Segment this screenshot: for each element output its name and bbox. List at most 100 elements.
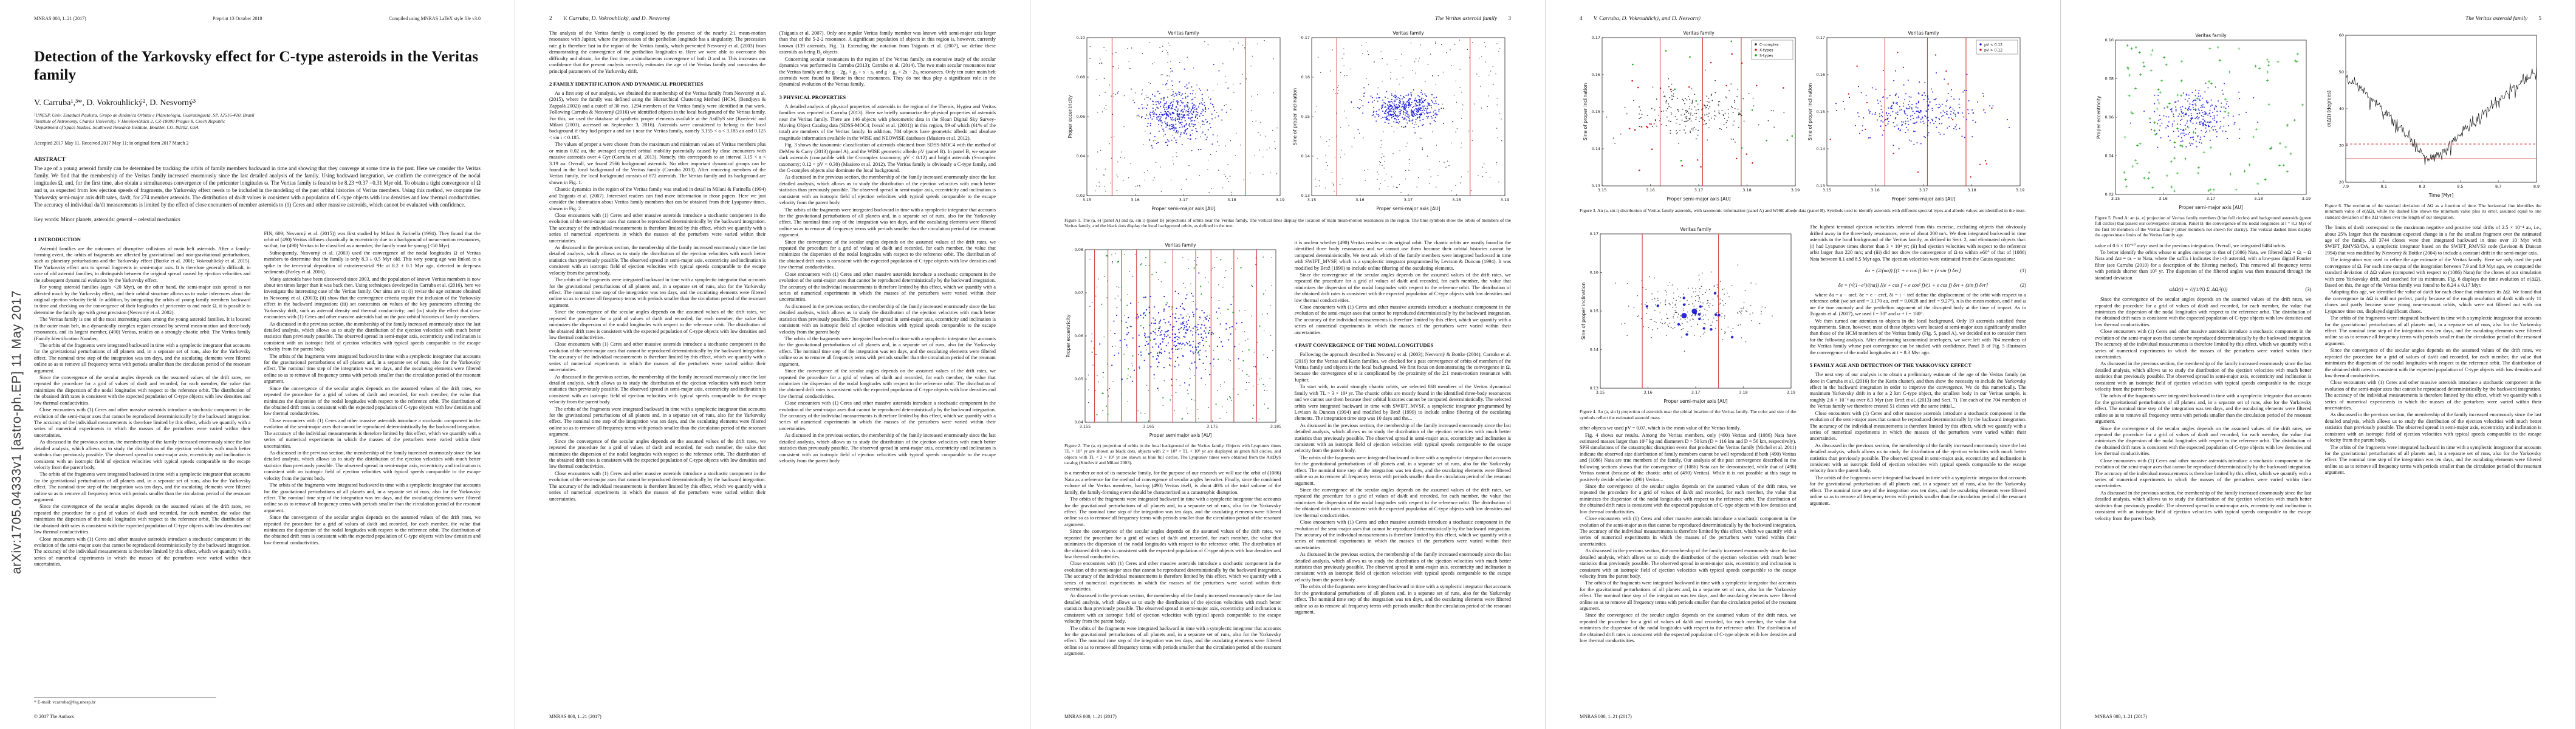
svg-text:3.16: 3.16 xyxy=(1355,197,1364,202)
svg-text:Veritas family: Veritas family xyxy=(1908,30,1939,36)
body-paragraph: Close encounters with (1) Ceres and othe… xyxy=(1064,561,1281,592)
figure-1-panel-a: 3.15 3.16 3.17 3.18 3.19 0.02 0.04 0.06 0.08 0.10… xyxy=(1066,28,1285,214)
body-paragraph: Since the convergence of the secular ang… xyxy=(549,438,766,470)
body-paragraph: Many asteroids have been discovered sinc… xyxy=(264,276,481,320)
body-paragraph: Close encounters with (1) Ceres and othe… xyxy=(2324,380,2542,411)
svg-text:0.14: 0.14 xyxy=(1301,154,1309,159)
running-authors: V. Carruba, D. Vokrouhlický, and D. Nesv… xyxy=(563,16,671,22)
svg-text:3.19: 3.19 xyxy=(1275,197,1284,202)
body-paragraph: As discussed in the previous section, th… xyxy=(549,245,766,276)
svg-text:3.15: 3.15 xyxy=(1307,197,1315,202)
body-paragraph: As discussed in the previous section, th… xyxy=(264,321,481,352)
body-paragraph: The orbits of the fragments were integra… xyxy=(2324,315,2542,346)
svg-text:3.18: 3.18 xyxy=(1967,188,1976,193)
svg-text:3.18: 3.18 xyxy=(1227,197,1236,202)
dates-line: Accepted 2017 May 11. Received 2017 May … xyxy=(34,140,189,146)
paper-title: Detection of the Yarkovsky effect for C-… xyxy=(34,49,479,83)
svg-text:0.13: 0.13 xyxy=(1591,183,1600,188)
preprint-date: Preprint 13 October 2018 xyxy=(213,16,262,21)
svg-text:Veritas family: Veritas family xyxy=(1680,227,1712,232)
figure-3-caption: Figure 3. An (a, sin i) distribution of … xyxy=(1580,208,2026,213)
column-right: FIN, 609; Nesvorný et al. (2015)) was fi… xyxy=(264,231,481,711)
body-paragraph: We then turned our attention to objects … xyxy=(1809,318,2027,355)
svg-text:20: 20 xyxy=(2338,180,2343,185)
svg-text:0.17: 0.17 xyxy=(1816,35,1824,40)
body-paragraph: The orbits of the fragments were integra… xyxy=(264,482,481,513)
figure-plot-fig3a: 3.15 3.16 3.17 3.18 3.19 0.13 0.14 0.15 0.16 0.17… xyxy=(1583,30,1800,202)
svg-text:3.15: 3.15 xyxy=(1597,188,1606,193)
page-number: 3 xyxy=(1508,16,1511,22)
page-3: The Veritas asteroid family 3 3.15 3.16 3.… xyxy=(1030,0,1546,729)
svg-text:0.14: 0.14 xyxy=(1590,347,1598,352)
svg-text:Veritas family: Veritas family xyxy=(1168,30,1199,36)
svg-text:3.15: 3.15 xyxy=(2111,196,2120,201)
svg-text:0.02: 0.02 xyxy=(1076,193,1084,198)
figure-plot-fig5: 3.15 3.16 3.17 3.18 3.19 0.02 0.04 0.06 0.08 0.10… xyxy=(2096,33,2311,210)
body-paragraph: Since the convergence of the secular ang… xyxy=(779,368,996,399)
body-paragraph: The integration was used to refine the a… xyxy=(2324,257,2542,289)
svg-text:0.08: 0.08 xyxy=(1076,75,1084,80)
svg-text:0.06: 0.06 xyxy=(1075,334,1083,338)
running-head: 4 V. Carruba, D. Vokrouhlický, and D. Ne… xyxy=(1580,16,2026,22)
page-2: 2 V. Carruba, D. Vokrouhlický, and D. Ne… xyxy=(515,0,1030,729)
body-paragraph: The orbits of the fragments were integra… xyxy=(779,335,996,367)
body-paragraph: Since the convergence of the secular ang… xyxy=(1580,484,1797,515)
body-paragraph: The orbits of the fragments were integra… xyxy=(549,277,766,308)
svg-text:0.16: 0.16 xyxy=(1816,72,1824,77)
figure-plot-fig1b: 3.15 3.16 3.17 3.18 3.19 0.13 0.14 0.15 0.16 0.17… xyxy=(1292,30,1509,211)
body-paragraph: Since the convergence of the secular ang… xyxy=(1064,529,1281,560)
svg-text:3.17: 3.17 xyxy=(1691,390,1700,395)
body-paragraph: The orbits of the fragments were integra… xyxy=(1580,580,1797,612)
svg-text:0.17: 0.17 xyxy=(1590,231,1598,236)
svg-text:3.18: 3.18 xyxy=(1739,390,1748,395)
two-column-body: 3.15 3.16 3.17 3.18 3.19 0.02 0.04 0.06 0.08 0.10… xyxy=(2095,30,2541,711)
figure-1: 3.15 3.16 3.17 3.18 3.19 0.02 0.04 0.06 0.08 0.10… xyxy=(1064,28,1511,214)
svg-text:Proper semi-major axis [AU]: Proper semi-major axis [AU] xyxy=(2179,205,2243,210)
body-paragraph: Concerning secular resonances in the reg… xyxy=(779,56,996,87)
svg-text:Proper semi-major axis [AU]: Proper semi-major axis [AU] xyxy=(1667,196,1730,202)
svg-text:Proper semi-major axis [AU]: Proper semi-major axis [AU] xyxy=(1664,399,1728,404)
body-paragraph: The orbits of the fragments were integra… xyxy=(2324,444,2542,476)
body-paragraph: Close encounters with (1) Ceres and othe… xyxy=(549,470,766,502)
svg-text:3.18: 3.18 xyxy=(1452,197,1461,202)
body-paragraph: other objects we used pV = 0.07, which i… xyxy=(1580,425,1741,431)
body-paragraph: The orbits of the fragments were integra… xyxy=(34,342,251,374)
svg-text:pV > 0.12: pV > 0.12 xyxy=(1984,49,2002,53)
body-paragraph: The orbits of the fragments were integra… xyxy=(1064,496,1281,527)
body-paragraph: As discussed in the previous section, th… xyxy=(1809,442,2027,474)
svg-text:Sine of proper inclination: Sine of proper inclination xyxy=(1581,282,1586,340)
svg-text:3.17: 3.17 xyxy=(2207,196,2215,201)
body-paragraph: Since the convergence of the secular ang… xyxy=(1294,487,1512,518)
svg-text:0.16: 0.16 xyxy=(1590,270,1598,275)
body-paragraph: To better identify the orbits whose ϖ an… xyxy=(2095,250,2312,281)
svg-text:3.15: 3.15 xyxy=(1082,197,1091,202)
page-number: 4 xyxy=(1580,16,1583,22)
svg-text:Proper semi-major axis [AU]: Proper semi-major axis [AU] xyxy=(1151,206,1215,211)
svg-text:3.16: 3.16 xyxy=(1131,197,1139,202)
svg-text:0.04: 0.04 xyxy=(1075,420,1083,425)
body-paragraph: it is unclear whether (490) Veritas resi… xyxy=(1294,239,1512,271)
section-heading: 2 FAMILY IDENTIFICATION AND DYNAMICAL PR… xyxy=(549,80,704,87)
running-head: 2 V. Carruba, D. Vokrouhlický, and D. Ne… xyxy=(549,16,996,22)
figure-caption: Figure 6. The evolution of the standard … xyxy=(2324,203,2542,220)
svg-text:Veritas family: Veritas family xyxy=(1683,30,1714,36)
svg-text:3.18: 3.18 xyxy=(2255,196,2263,201)
body-paragraph: Since the convergence of the secular ang… xyxy=(1294,272,1512,303)
section-heading: 5 FAMILY AGE AND DETECTION OF THE YARKOV… xyxy=(1809,362,1972,369)
column-right: it is unclear whether (490) Veritas resi… xyxy=(1295,240,1512,711)
body-paragraph: The orbits of the fragments were integra… xyxy=(779,207,996,238)
body-paragraph: Close encounters with (1) Ceres and othe… xyxy=(1580,516,1797,547)
body-paragraph: As discussed in the previous section, th… xyxy=(2095,490,2312,521)
body-paragraph: As discussed in the previous section, th… xyxy=(1294,422,1512,454)
column-left: 3.15 3.16 3.17 3.18 3.19 0.02 0.04 0.06 0.08 0.10… xyxy=(2095,30,2312,711)
svg-text:40: 40 xyxy=(2338,106,2343,111)
style-file-note: Compiled using MNRAS LaTeX style file v3… xyxy=(388,16,481,21)
figure-plot-fig1a: 3.15 3.16 3.17 3.18 3.19 0.02 0.04 0.06 0.08 0.10… xyxy=(1067,30,1284,211)
body-paragraph: Close encounters with (1) Ceres and othe… xyxy=(549,212,766,244)
body-paragraph: As discussed in the previous section, th… xyxy=(264,450,481,481)
svg-text:60: 60 xyxy=(2338,33,2343,38)
figure-caption: Figure 2. The (a, e) projection of orbit… xyxy=(1064,442,1281,466)
figure-1-panel-b: 3.15 3.16 3.17 3.18 3.19 0.13 0.14 0.15 0.16 0.17… xyxy=(1291,28,1510,214)
body-paragraph: A detailed analysis of physical properti… xyxy=(779,103,996,141)
